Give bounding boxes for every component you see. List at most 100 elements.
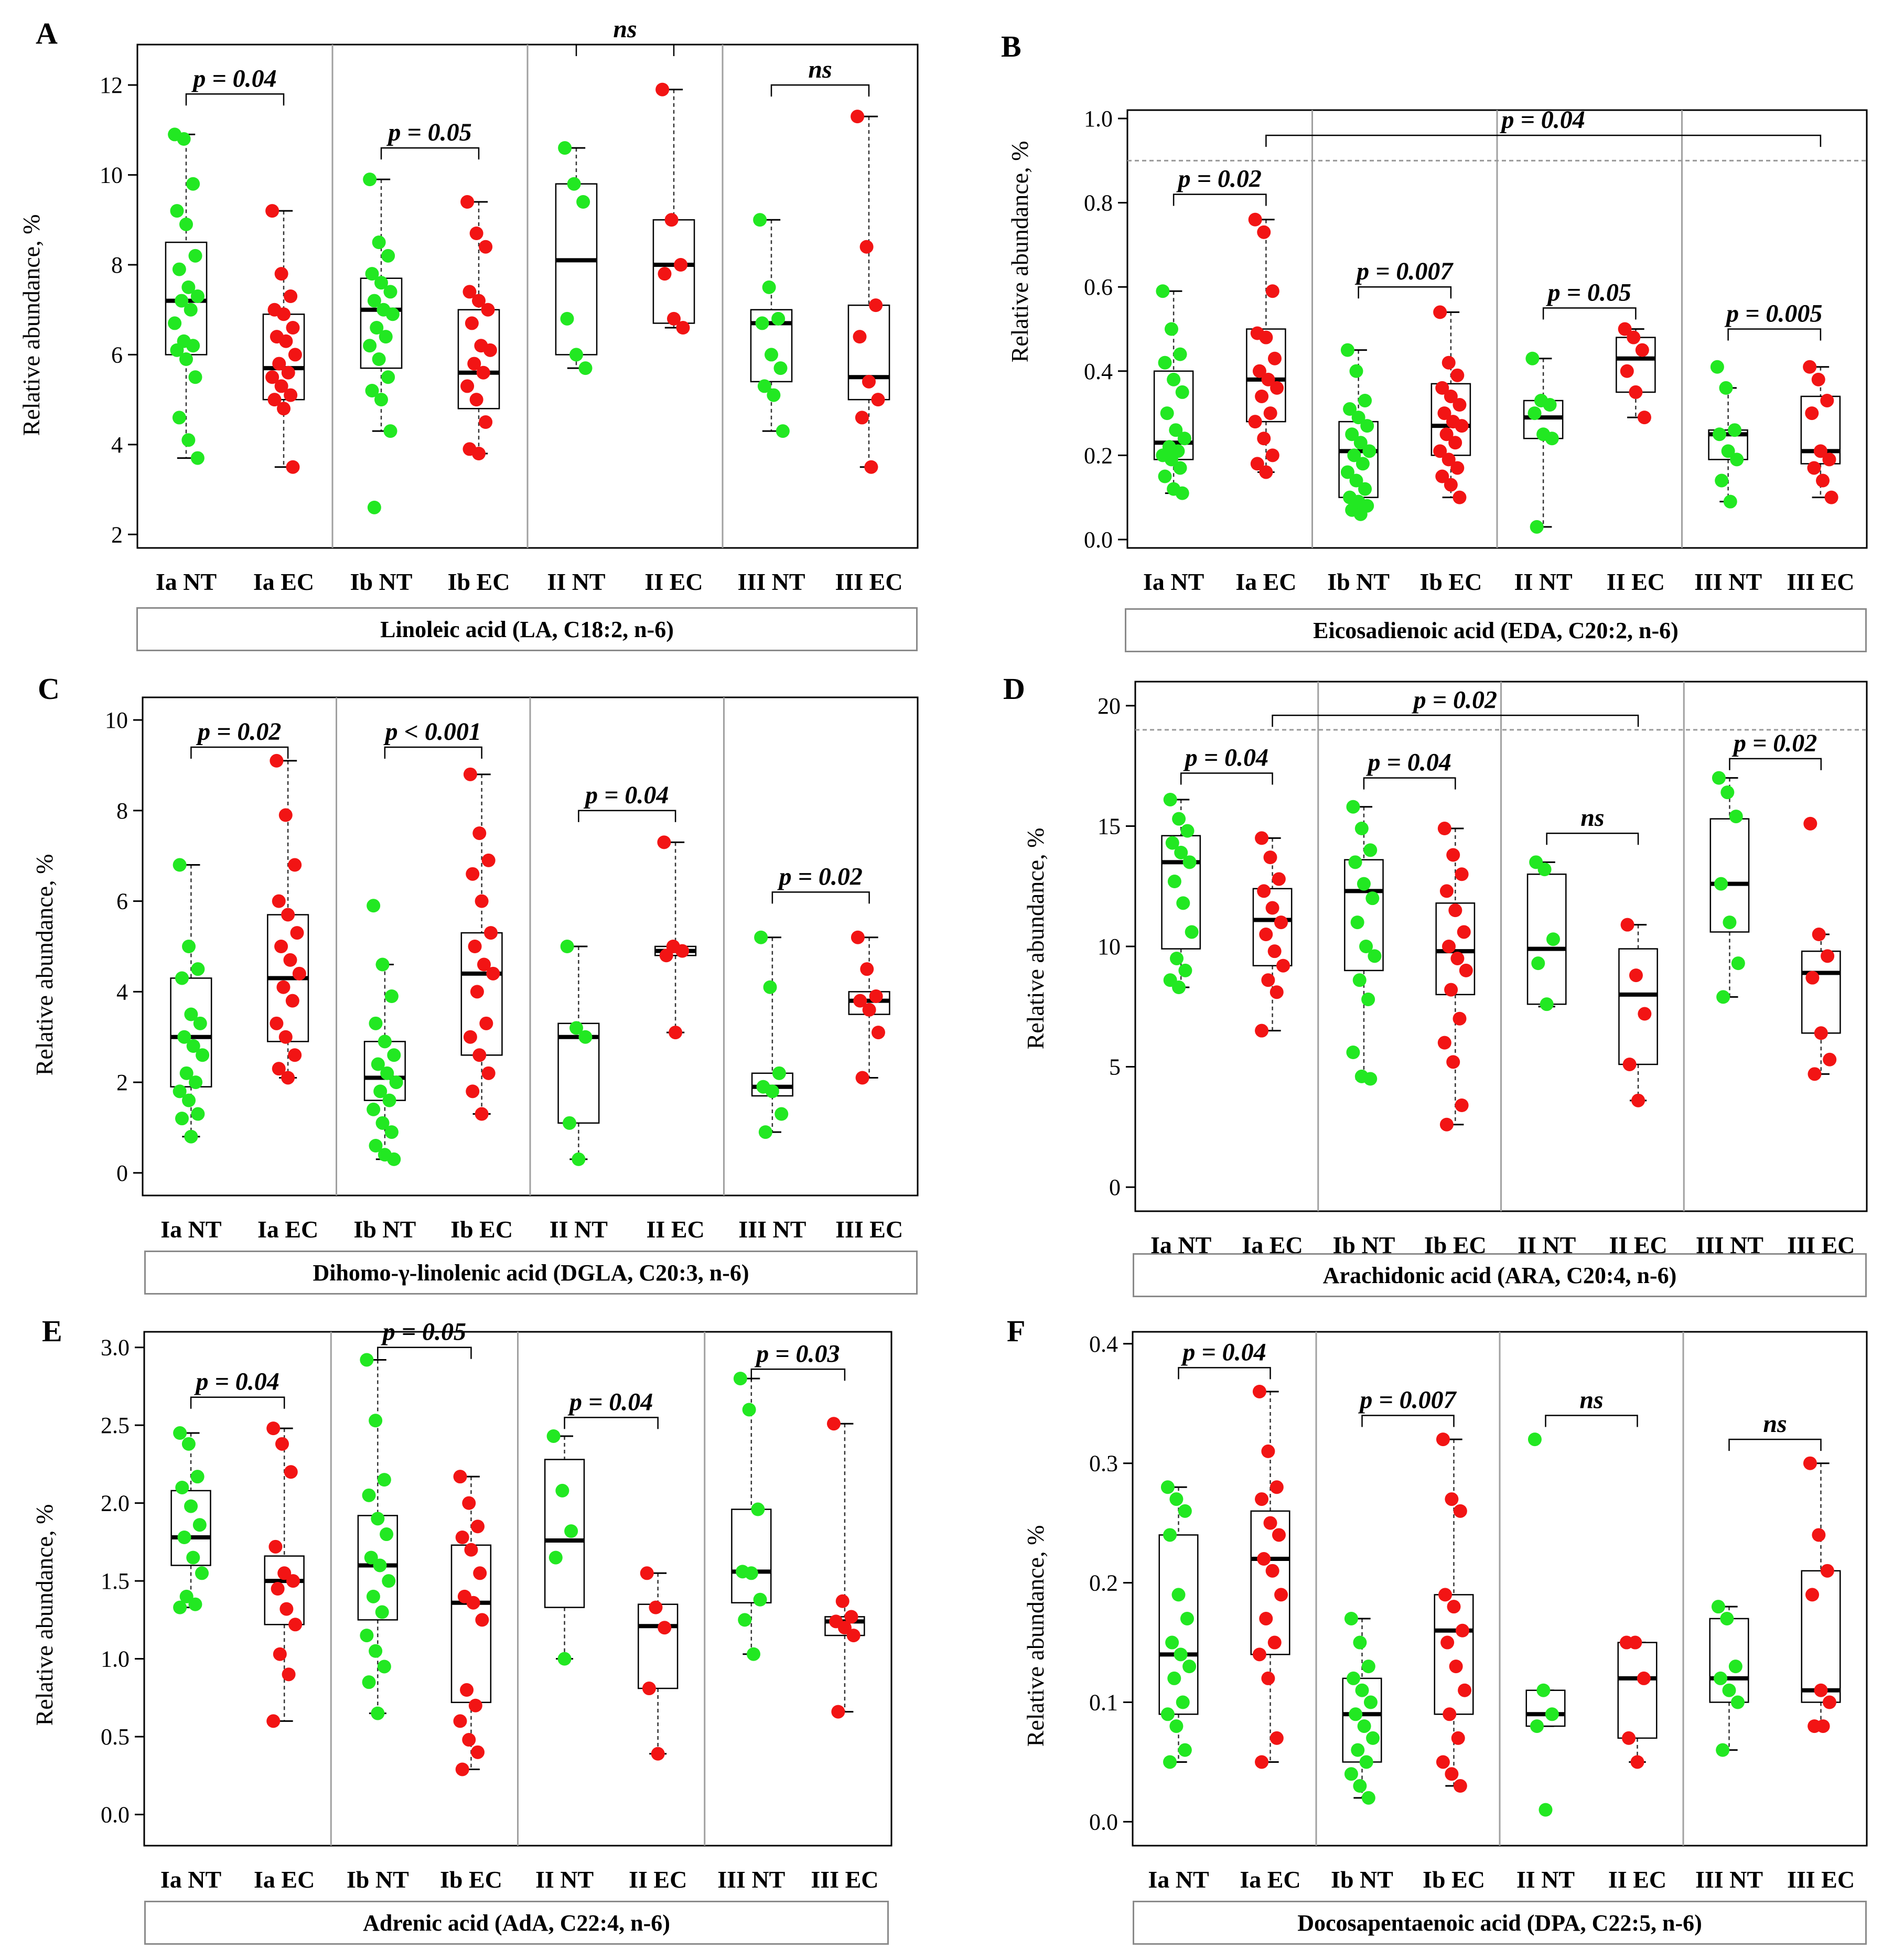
data-point <box>272 1062 286 1076</box>
data-point <box>1729 810 1743 824</box>
data-point <box>1263 1516 1277 1530</box>
data-point <box>179 217 193 231</box>
data-point <box>1622 1057 1637 1071</box>
data-point <box>651 1747 665 1761</box>
panel-f: F 0.0 0.1 0.2 0.3 0.4 Relative abundance, % Ia… <box>952 1300 1904 1950</box>
significance-bracket <box>380 147 480 160</box>
data-point <box>1160 1480 1175 1494</box>
y-tick-label: 6 <box>116 889 128 914</box>
data-point <box>273 1647 287 1661</box>
data-point <box>1259 465 1273 479</box>
data-point <box>190 451 205 465</box>
data-point <box>655 82 670 96</box>
x-tick-label: II NT <box>550 1216 608 1243</box>
data-point <box>173 1426 187 1440</box>
data-point <box>469 227 483 240</box>
data-point <box>1716 1743 1730 1757</box>
data-point <box>560 311 574 326</box>
data-point <box>1358 393 1372 407</box>
data-point <box>1446 848 1460 862</box>
y-tick-label: 8 <box>111 252 123 278</box>
data-point <box>383 285 397 299</box>
x-tick-label: II EC <box>1608 1866 1666 1893</box>
significance-bracket <box>1727 328 1822 341</box>
data-point <box>471 1520 485 1534</box>
data-point <box>1261 1671 1275 1685</box>
x-tick-label: Ia NT <box>1148 1866 1209 1893</box>
x-tick-label: II NT <box>1514 568 1573 595</box>
data-point <box>669 1026 683 1040</box>
data-point <box>375 1605 389 1619</box>
data-point <box>1180 824 1195 838</box>
data-point <box>278 1030 293 1044</box>
data-point <box>175 971 189 985</box>
data-point <box>1436 1755 1450 1769</box>
data-point <box>1442 453 1456 467</box>
significance-bracket <box>1180 772 1273 785</box>
data-point <box>1160 406 1174 421</box>
data-point <box>468 940 482 953</box>
iqr-box <box>638 1603 679 1689</box>
data-point <box>869 989 883 1003</box>
data-point <box>774 1107 789 1121</box>
y-tick-label: 0.2 <box>1084 443 1113 468</box>
data-point <box>657 835 671 849</box>
data-point <box>1363 843 1378 857</box>
data-point <box>1710 360 1724 374</box>
data-point <box>1176 1695 1190 1709</box>
data-point <box>472 447 486 460</box>
data-point <box>1172 812 1186 826</box>
significance-bracket <box>185 93 285 106</box>
data-point <box>546 1429 561 1443</box>
data-point <box>1276 958 1290 973</box>
x-tick-label: III NT <box>737 568 805 595</box>
data-point <box>190 1470 205 1484</box>
data-point <box>382 1574 396 1588</box>
data-point <box>676 321 690 335</box>
data-point <box>1536 1683 1551 1697</box>
y-tick-label: 10 <box>105 707 128 733</box>
data-point <box>181 433 196 447</box>
data-point <box>1265 448 1279 462</box>
y-tick-label: 0.4 <box>1089 1331 1118 1357</box>
data-point <box>371 1512 385 1526</box>
data-point <box>363 339 377 353</box>
data-point <box>272 894 286 908</box>
data-point <box>1250 457 1264 471</box>
data-point <box>1537 863 1552 877</box>
data-point <box>1353 1635 1367 1650</box>
data-point <box>1450 951 1465 965</box>
data-point <box>168 316 182 330</box>
data-point <box>472 294 486 308</box>
data-point <box>373 1558 387 1572</box>
data-point <box>1803 360 1817 374</box>
data-point <box>1527 1432 1542 1447</box>
data-point <box>1620 364 1634 378</box>
x-tick-label: Ib NT <box>353 1216 416 1243</box>
data-point <box>462 1733 476 1747</box>
x-tick-label: Ia NT <box>160 1866 221 1893</box>
data-point <box>826 1417 841 1431</box>
data-point <box>1728 1660 1742 1674</box>
data-point <box>1730 453 1744 467</box>
data-point <box>1638 1007 1652 1021</box>
panel-caption: Arachidonic acid (ARA, C20:4, n-6) <box>1133 1253 1867 1297</box>
data-point <box>557 1652 572 1666</box>
data-point <box>1265 284 1279 298</box>
data-point <box>1185 925 1199 939</box>
data-point <box>567 177 581 191</box>
y-tick-label: 2.5 <box>101 1413 130 1438</box>
x-tick-label: II NT <box>535 1866 594 1893</box>
data-point <box>562 1116 576 1130</box>
data-point <box>1813 444 1827 458</box>
data-point <box>1637 411 1651 425</box>
data-point <box>1814 1026 1828 1040</box>
data-point <box>1455 867 1469 881</box>
x-tick-label: III EC <box>835 568 902 595</box>
significance-bracket <box>190 1396 285 1409</box>
panel-a: A 2 4 6 8 10 12 Relative abundance, % Ia NT Ia E… <box>0 0 952 651</box>
significance-bracket <box>578 810 676 822</box>
data-point <box>371 1057 385 1071</box>
data-point <box>277 307 291 321</box>
data-point <box>1731 956 1745 971</box>
